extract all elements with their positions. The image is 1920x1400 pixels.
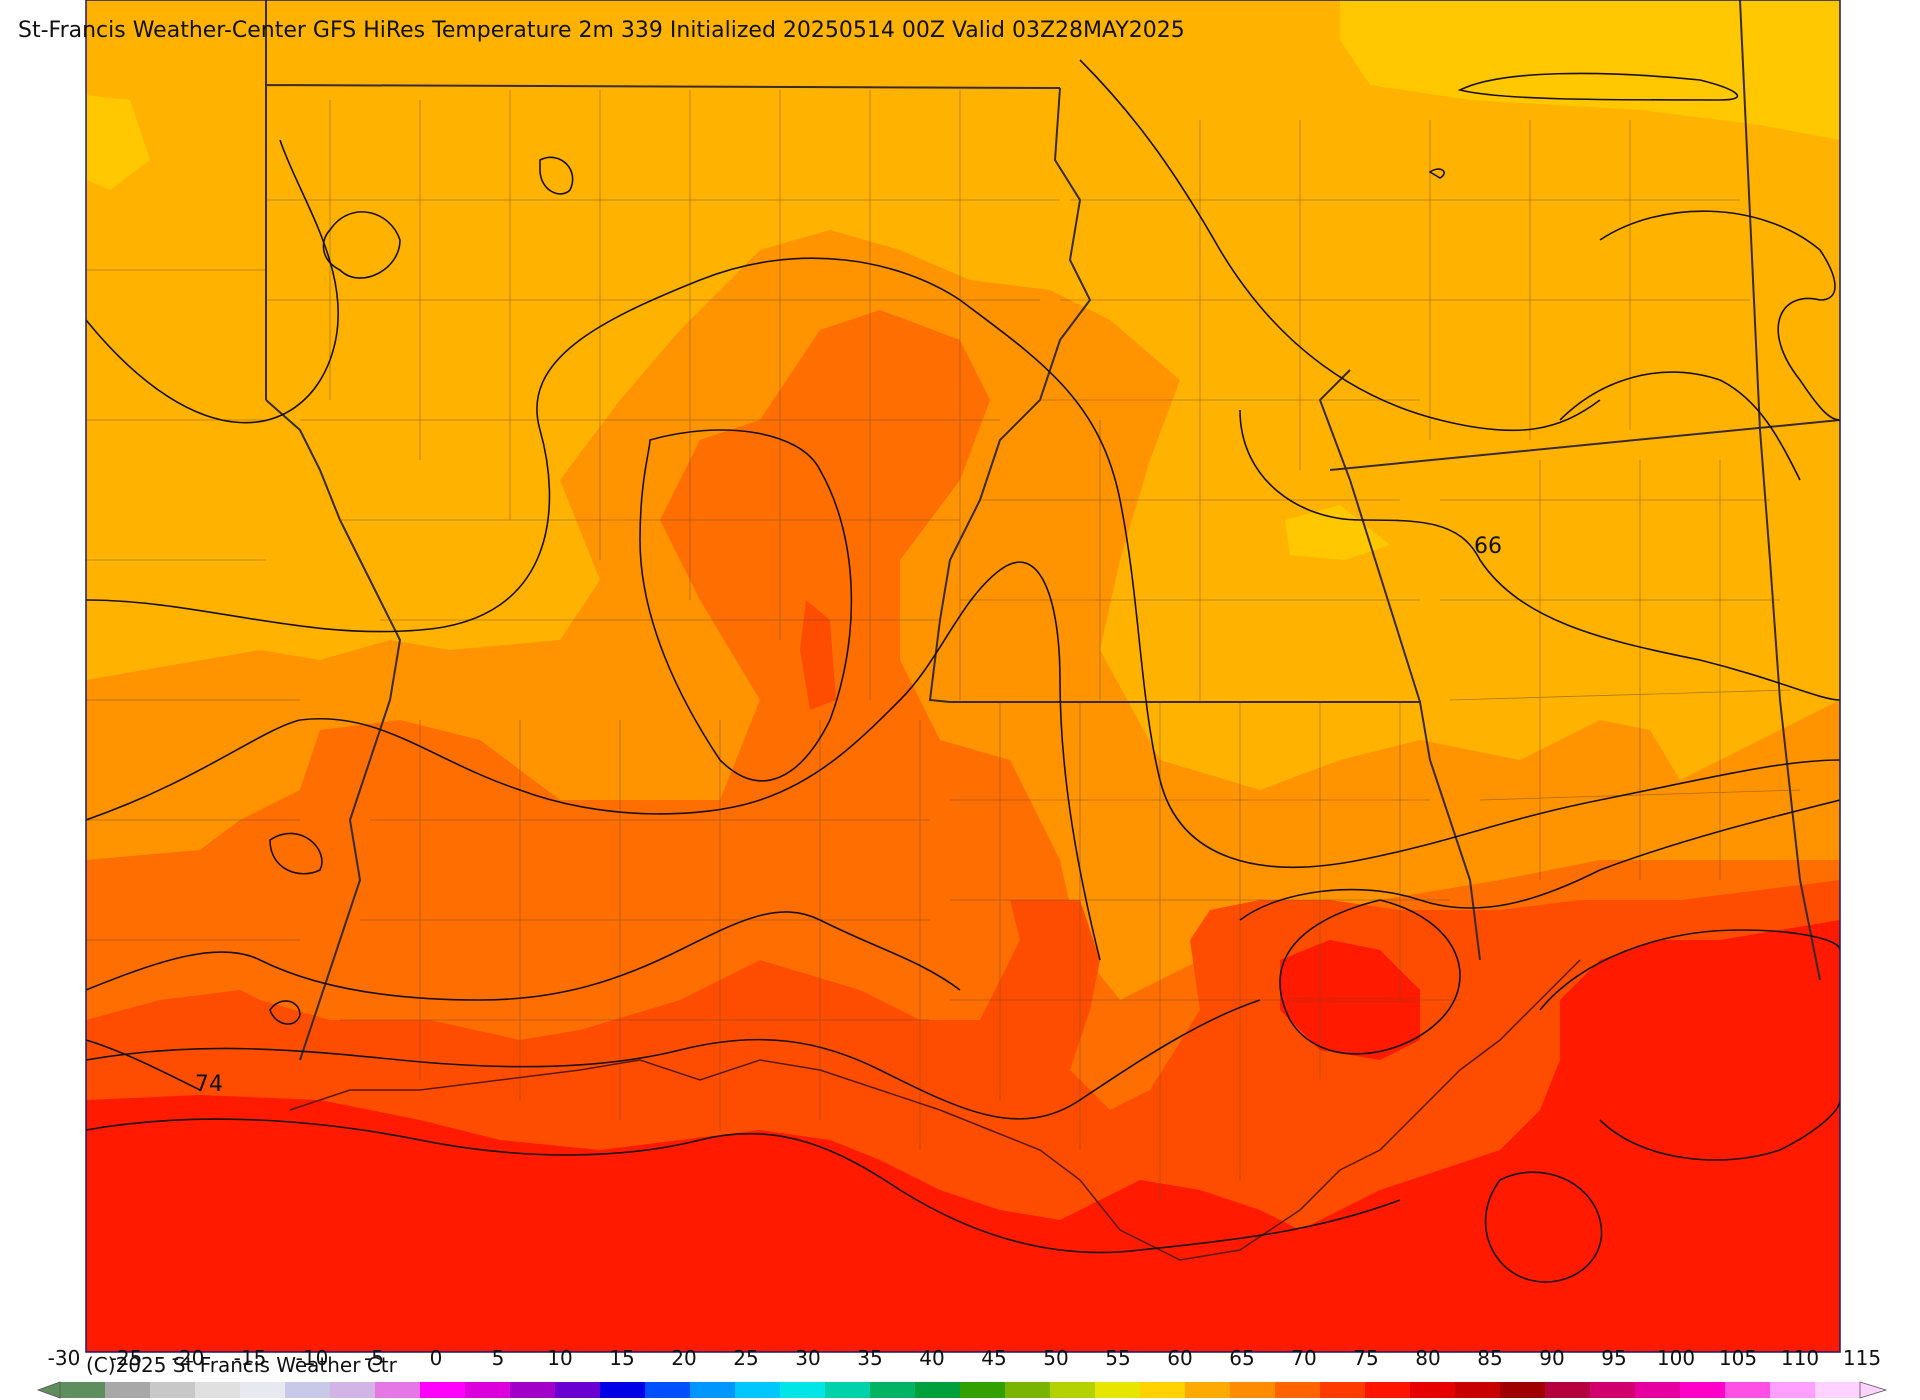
colorbar-swatch	[915, 1382, 961, 1398]
colorbar-tick-label: -20	[171, 1346, 205, 1370]
colorbar-tick-label: 50	[1043, 1346, 1069, 1370]
colorbar-swatch	[1455, 1382, 1501, 1398]
colorbar-swatch	[960, 1382, 1006, 1398]
colorbar-swatch	[1410, 1382, 1456, 1398]
colorbar-swatch	[1680, 1382, 1726, 1398]
colorbar-swatch	[1050, 1382, 1096, 1398]
colorbar-tick-label: 60	[1167, 1346, 1193, 1370]
colorbar-swatch	[330, 1382, 376, 1398]
isotherm-contours	[86, 59, 1840, 1283]
colorbar-tick-label: -10	[295, 1346, 329, 1370]
colorbar-swatch	[1815, 1382, 1861, 1398]
colorbar-tick-label: -25	[109, 1346, 143, 1370]
colorbar-tick-label: 85	[1477, 1346, 1503, 1370]
colorbar-swatch	[1185, 1382, 1231, 1398]
colorbar-swatch	[1095, 1382, 1141, 1398]
colorbar-swatch	[555, 1382, 601, 1398]
colorbar-swatch	[285, 1382, 331, 1398]
colorbar-tick-label: 75	[1353, 1346, 1379, 1370]
colorbar-swatch	[375, 1382, 421, 1398]
colorbar-tick-label: 80	[1415, 1346, 1441, 1370]
colorbar-tick-label: -15	[233, 1346, 267, 1370]
colorbar-swatch	[645, 1382, 691, 1398]
colorbar-tick-label: 10	[547, 1346, 573, 1370]
colorbar-tick-label: -30	[47, 1346, 81, 1370]
colorbar-tick-label: 20	[671, 1346, 697, 1370]
colorbar-swatch	[600, 1382, 646, 1398]
county-lines	[86, 90, 1801, 1200]
colorbar-swatch	[1770, 1382, 1816, 1398]
colorbar-swatch	[1500, 1382, 1546, 1398]
colorbar-right-arrow	[1859, 1381, 1888, 1399]
colorbar-tick-label: 15	[609, 1346, 635, 1370]
colorbar-tick-label: 25	[733, 1346, 759, 1370]
colorbar-left-arrow	[36, 1381, 61, 1399]
colorbar-swatch	[1230, 1382, 1276, 1398]
colorbar-swatch	[105, 1382, 151, 1398]
temp-band-80-pocket	[800, 600, 836, 710]
colorbar-swatch	[690, 1382, 736, 1398]
temp-band-85	[86, 920, 1840, 1352]
colorbar-tick-label: -5	[364, 1346, 384, 1370]
colorbar-swatch	[1005, 1382, 1051, 1398]
colorbar-tick-label: 55	[1105, 1346, 1131, 1370]
map-title: St-Francis Weather-Center GFS HiRes Temp…	[18, 18, 1185, 43]
colorbar-tick-label: 100	[1656, 1346, 1696, 1370]
colorbar-tick-label: 5	[491, 1346, 505, 1370]
copyright-notice: (C)2025 St Francis Weather Ctr	[86, 1353, 397, 1377]
colorbar-tick-label: 35	[857, 1346, 883, 1370]
colorbar-tick-label: 90	[1539, 1346, 1565, 1370]
colorbar-tick-label: 110	[1780, 1346, 1820, 1370]
state-borders	[265, 0, 1840, 1061]
colorbar-tick-label: 115	[1842, 1346, 1882, 1370]
colorbar-tick-label: 0	[429, 1346, 443, 1370]
colorbar-swatch	[1320, 1382, 1366, 1398]
colorbar-swatch	[1365, 1382, 1411, 1398]
contour-label-66: 66	[1474, 534, 1502, 559]
colorbar-swatch	[465, 1382, 511, 1398]
colorbar-swatch	[240, 1382, 286, 1398]
temp-band-60	[1285, 505, 1390, 560]
coastline	[289, 959, 1581, 1261]
colorbar-swatch	[825, 1382, 871, 1398]
colorbar-tick-label: 45	[981, 1346, 1007, 1370]
colorbar-tick-label: 95	[1601, 1346, 1627, 1370]
colorbar-swatch	[1545, 1382, 1591, 1398]
colorbar-swatch	[735, 1382, 781, 1398]
colorbar-swatch	[150, 1382, 196, 1398]
colorbar-tick-label: 105	[1718, 1346, 1758, 1370]
colorbar-swatch	[420, 1382, 466, 1398]
colorbar-swatch	[60, 1382, 106, 1398]
colorbar-swatch	[1725, 1382, 1771, 1398]
colorbar-tick-label: 65	[1229, 1346, 1255, 1370]
colorbar	[36, 1381, 1888, 1399]
temp-band-60	[86, 95, 150, 190]
colorbar-swatch	[510, 1382, 556, 1398]
colorbar-swatch	[1275, 1382, 1321, 1398]
colorbar-swatch	[780, 1382, 826, 1398]
colorbar-swatch	[1140, 1382, 1186, 1398]
colorbar-swatch	[870, 1382, 916, 1398]
colorbar-tick-label: 30	[795, 1346, 821, 1370]
colorbar-tick-label: 70	[1291, 1346, 1317, 1370]
colorbar-swatch	[195, 1382, 241, 1398]
contour-label-74: 74	[195, 1072, 223, 1097]
map-frame	[85, 0, 1841, 1353]
colorbar-tick-label: 40	[919, 1346, 945, 1370]
colorbar-swatch	[1635, 1382, 1681, 1398]
temp-band-60	[1340, 0, 1840, 140]
colorbar-swatch	[1590, 1382, 1636, 1398]
